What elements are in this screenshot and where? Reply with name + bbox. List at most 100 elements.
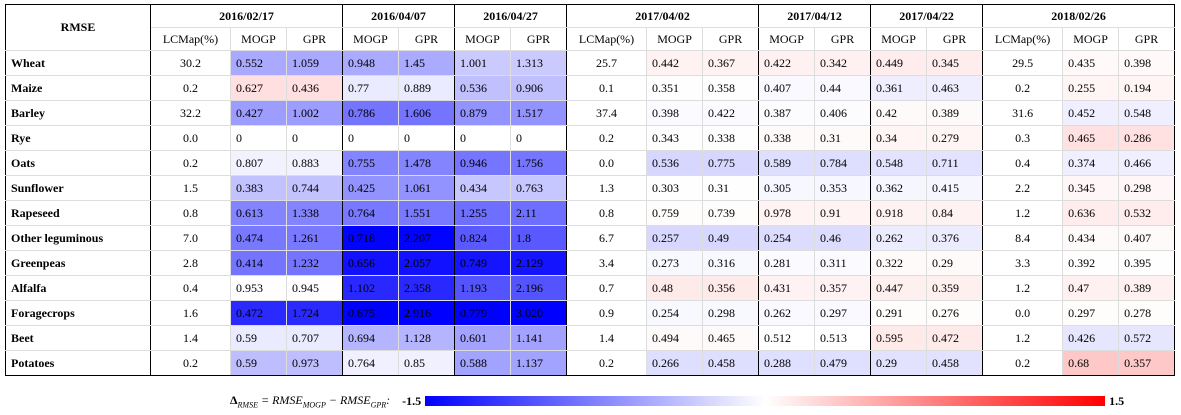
rmse-cell: 0.883 [286, 150, 343, 176]
rmse-cell: 0.435 [1062, 50, 1120, 76]
rmse-cell: 0.479 [814, 350, 872, 376]
lcmap-cell: 1.4 [150, 325, 231, 351]
row-label: Rapeseed [5, 200, 151, 226]
lcmap-cell: 8.4 [982, 225, 1064, 251]
rmse-cell: 0.759 [646, 200, 704, 226]
lcmap-cell: 0.0 [150, 125, 231, 151]
column-header: LCMap(%) [566, 27, 648, 51]
rmse-cell: 0.572 [1118, 325, 1176, 351]
rmse-cell: 1.255 [454, 200, 512, 226]
lcmap-cell: 31.6 [982, 100, 1064, 126]
rmse-cell: 0.273 [646, 250, 704, 276]
rmse-cell: 0.278 [1118, 300, 1176, 326]
rmse-cell: 0.398 [646, 100, 704, 126]
rmse-cell: 0.434 [1062, 225, 1120, 251]
rmse-cell: 0.345 [1062, 175, 1120, 201]
lcmap-cell: 1.2 [982, 200, 1064, 226]
rmse-cell: 0.466 [1118, 150, 1176, 176]
rmse-cell: 0.356 [702, 275, 760, 301]
rmse-cell: 0.465 [702, 325, 760, 351]
rmse-cell: 0.548 [870, 150, 928, 176]
rmse-cell: 0.255 [1062, 75, 1120, 101]
rmse-cell: 0.389 [926, 100, 984, 126]
rmse-cell: 0.46 [814, 225, 872, 251]
rmse-cell: 0.824 [454, 225, 512, 251]
column-header: MOGP [758, 27, 816, 51]
rmse-cell: 0.91 [814, 200, 872, 226]
rmse-cell: 0.376 [926, 225, 984, 251]
column-header: GPR [1118, 27, 1176, 51]
rmse-cell: 0.948 [342, 50, 399, 76]
rmse-cell: 0.44 [814, 75, 872, 101]
data-row: Rapeseed 0.8 0.613 1.338 0.764 1.551 1.255 2.11… [5, 200, 1176, 226]
date-header: 2016/04/27 [454, 4, 568, 28]
rmse-cell: 0.407 [1118, 225, 1176, 251]
rmse-cell: 0.739 [702, 200, 760, 226]
column-header: GPR [286, 27, 343, 51]
rmse-cell: 0.711 [926, 150, 984, 176]
rmse-cell: 0.764 [342, 350, 399, 376]
column-header: MOGP [342, 27, 399, 51]
rmse-cell: 0.262 [758, 300, 816, 326]
lcmap-cell: 7.0 [150, 225, 231, 251]
column-header: MOGP [646, 27, 704, 51]
lcmap-cell: 2.2 [982, 175, 1064, 201]
date-header: 2017/04/22 [870, 4, 984, 28]
rmse-cell: 2.916 [397, 300, 456, 326]
rmse-cell: 0.367 [702, 50, 760, 76]
lcmap-cell: 3.4 [566, 250, 648, 276]
rmse-cell: 0.431 [758, 275, 816, 301]
rmse-cell: 0.59 [230, 325, 287, 351]
data-row: Oats 0.2 0.807 0.883 0.755 1.478 0.946 1.756 0.0… [5, 150, 1176, 176]
row-label: Potatoes [5, 350, 151, 376]
rmse-cell: 1.102 [342, 275, 399, 301]
rmse-cell: 0.84 [926, 200, 984, 226]
rmse-cell: 0.978 [758, 200, 816, 226]
lcmap-cell: 0.2 [982, 75, 1064, 101]
rmse-cell: 0.298 [702, 300, 760, 326]
rmse-cell: 0.946 [454, 150, 512, 176]
rmse-cell: 0.48 [646, 275, 704, 301]
rmse-cell: 0.694 [342, 325, 399, 351]
rmse-cell: 0.465 [1062, 125, 1120, 151]
rmse-cell: 0.945 [286, 275, 343, 301]
rmse-cell: 0.879 [454, 100, 512, 126]
rmse-cell: 0.322 [870, 250, 928, 276]
rmse-cell: 0.357 [1118, 350, 1176, 376]
rmse-cell: 0.775 [702, 150, 760, 176]
formula-subscript: RMSE [237, 400, 258, 410]
rmse-cell: 0.613 [230, 200, 287, 226]
rmse-cell: 1.002 [286, 100, 343, 126]
row-label: Sunflower [5, 175, 151, 201]
rmse-cell: 0.807 [230, 150, 287, 176]
rmse-cell: 0.548 [1118, 100, 1176, 126]
row-label: Oats [5, 150, 151, 176]
date-header: 2016/02/17 [150, 4, 343, 28]
rmse-cell: 0.389 [1118, 275, 1176, 301]
legend: ΔRMSE = RMSEMOGP − RMSEGPR: -1.5 1.5 [230, 392, 1128, 410]
rmse-cell: 0.29 [926, 250, 984, 276]
lcmap-cell: 37.4 [566, 100, 648, 126]
rmse-cell: 0.31 [814, 125, 872, 151]
rmse-cell: 0.254 [758, 225, 816, 251]
rmse-cell: 1.232 [286, 250, 343, 276]
lcmap-cell: 2.8 [150, 250, 231, 276]
rmse-cell: 0.297 [814, 300, 872, 326]
rmse-cell: 2.11 [510, 200, 568, 226]
rmse-cell: 0.463 [926, 75, 984, 101]
row-label: Rye [5, 125, 151, 151]
lcmap-cell: 0.9 [566, 300, 648, 326]
column-header: LCMap(%) [982, 27, 1064, 51]
rmse-cell: 0.415 [926, 175, 984, 201]
rmse-cell: 0.414 [230, 250, 287, 276]
rmse-cell: 0.784 [814, 150, 872, 176]
data-row: Barley 32.2 0.427 1.002 0.786 1.606 0.879 1.517… [5, 100, 1176, 126]
rmse-cell: 0.85 [397, 350, 456, 376]
header-row: RMSE 2016/02/17 2016/04/07 2016/04/27 2017/0… [5, 4, 1176, 51]
rmse-cell: 0.49 [702, 225, 760, 251]
rmse-cell: 0.266 [646, 350, 704, 376]
rmse-cell: 0.254 [646, 300, 704, 326]
rmse-cell: 0.279 [926, 125, 984, 151]
lcmap-cell: 0.4 [982, 150, 1064, 176]
lcmap-cell: 0.3 [982, 125, 1064, 151]
